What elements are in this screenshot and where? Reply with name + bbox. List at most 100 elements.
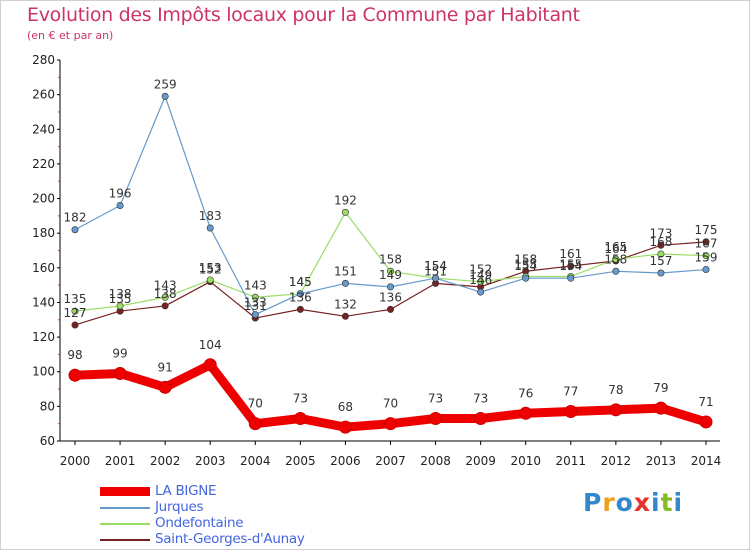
data-point-la-bigne <box>384 417 397 431</box>
data-label-ondefontaine: 143 <box>244 278 267 292</box>
data-label-jurques: 157 <box>649 254 672 268</box>
data-point-jurques <box>296 290 304 298</box>
logo-letter: o <box>615 488 634 517</box>
data-point-jurques <box>386 283 394 291</box>
data-label-saint-georges-d-aunay: 164 <box>604 242 627 256</box>
data-point-la-bigne <box>68 368 82 382</box>
data-label-jurques: 182 <box>64 211 87 225</box>
x-tick-label: 2013 <box>646 454 677 468</box>
data-label-ondefontaine: 167 <box>695 237 718 251</box>
x-tick-label: 2009 <box>465 454 496 468</box>
data-label-saint-georges-d-aunay: 132 <box>334 297 357 311</box>
chart-subtitle: (en € et par an) <box>27 29 114 42</box>
data-point-la-bigne <box>474 411 488 425</box>
data-point-la-bigne <box>654 401 668 415</box>
data-label-la-bigne: 104 <box>199 338 222 352</box>
proxiti-logo: Proxiti <box>583 488 683 517</box>
data-point-saint-georges-d-aunay <box>386 305 394 313</box>
data-label-la-bigne: 98 <box>67 348 82 362</box>
data-label-la-bigne: 99 <box>112 346 127 360</box>
data-point-ondefontaine <box>71 307 79 315</box>
data-label-jurques: 158 <box>604 252 627 266</box>
chart-title: Evolution des Impôts locaux pour la Comm… <box>27 4 580 26</box>
data-point-jurques <box>477 288 485 296</box>
data-label-ondefontaine: 154 <box>424 259 447 273</box>
data-point-jurques <box>206 224 214 232</box>
data-label-ondefontaine: 152 <box>469 263 492 277</box>
data-point-ondefontaine <box>206 276 214 284</box>
data-label-jurques: 259 <box>154 77 177 91</box>
data-label-la-bigne: 71 <box>698 395 713 409</box>
logo-letter: x <box>633 488 651 517</box>
data-label-jurques: 146 <box>469 273 492 287</box>
data-label-jurques: 154 <box>559 259 582 273</box>
y-tick-label: 200 <box>32 192 55 206</box>
data-label-la-bigne: 77 <box>563 385 578 399</box>
logo-letter: i <box>651 488 661 517</box>
x-tick-label: 2001 <box>105 454 136 468</box>
legend-swatch-saint-georges-daunay <box>100 539 150 541</box>
x-tick-label: 2003 <box>195 454 226 468</box>
x-tick-label: 2008 <box>420 454 451 468</box>
logo-letter: r <box>602 488 616 517</box>
y-tick-label: 220 <box>32 157 55 171</box>
x-tick-label: 2004 <box>240 454 271 468</box>
data-label-la-bigne: 68 <box>338 400 353 414</box>
data-point-jurques <box>567 274 575 282</box>
data-label-ondefontaine: 143 <box>154 278 177 292</box>
data-label-ondefontaine: 192 <box>334 193 357 207</box>
data-label-jurques: 183 <box>199 209 222 223</box>
x-tick-label: 2014 <box>691 454 722 468</box>
data-label-ondefontaine: 165 <box>604 240 627 254</box>
data-point-saint-georges-d-aunay <box>161 302 169 310</box>
data-point-la-bigne <box>338 420 352 434</box>
data-point-jurques <box>116 201 124 209</box>
data-label-la-bigne: 73 <box>428 391 443 405</box>
y-tick-label: 280 <box>32 53 55 67</box>
data-point-la-bigne <box>113 366 127 380</box>
data-point-ondefontaine <box>612 255 620 263</box>
data-point-ondefontaine <box>161 293 169 301</box>
data-label-jurques: 154 <box>424 259 447 273</box>
x-tick-label: 2002 <box>150 454 181 468</box>
data-point-la-bigne <box>699 415 713 429</box>
y-tick-label: 100 <box>32 365 55 379</box>
y-tick-label: 240 <box>32 122 55 136</box>
data-label-jurques: 196 <box>109 186 132 200</box>
data-label-saint-georges-d-aunay: 175 <box>695 223 718 237</box>
data-point-saint-georges-d-aunay <box>341 312 349 320</box>
data-point-jurques <box>341 279 349 287</box>
data-label-saint-georges-d-aunay: 161 <box>559 247 582 261</box>
data-label-jurques: 151 <box>334 264 357 278</box>
data-point-ondefontaine <box>251 293 259 301</box>
data-point-la-bigne <box>564 405 578 419</box>
legend-label: Ondefontaine <box>155 515 244 531</box>
data-label-saint-georges-d-aunay: 151 <box>424 264 447 278</box>
y-tick-label: 260 <box>32 88 55 102</box>
data-label-ondefontaine: 155 <box>514 257 537 271</box>
data-point-saint-georges-d-aunay <box>296 305 304 313</box>
data-label-saint-georges-d-aunay: 136 <box>289 290 312 304</box>
y-tick-label: 120 <box>32 330 55 344</box>
y-tick-label: 60 <box>40 434 55 448</box>
data-point-la-bigne <box>293 411 307 425</box>
data-label-saint-georges-d-aunay: 173 <box>649 226 672 240</box>
data-label-ondefontaine: 145 <box>289 275 312 289</box>
series-points <box>68 92 713 434</box>
data-label-saint-georges-d-aunay: 149 <box>469 268 492 282</box>
data-label-jurques: 154 <box>514 259 537 273</box>
data-label-saint-georges-d-aunay: 138 <box>154 287 177 301</box>
data-label-la-bigne: 70 <box>383 397 398 411</box>
data-point-la-bigne <box>158 380 172 394</box>
data-label-jurques: 159 <box>695 251 718 265</box>
data-point-jurques <box>251 311 259 319</box>
data-label-ondefontaine: 153 <box>199 261 222 275</box>
y-tick-label: 180 <box>32 226 55 240</box>
data-label-la-bigne: 73 <box>293 391 308 405</box>
legend-label: Jurques <box>155 499 204 515</box>
data-point-jurques <box>657 269 665 277</box>
data-point-ondefontaine <box>477 278 485 286</box>
x-tick-label: 2012 <box>601 454 632 468</box>
data-label-ondefontaine: 135 <box>64 292 87 306</box>
